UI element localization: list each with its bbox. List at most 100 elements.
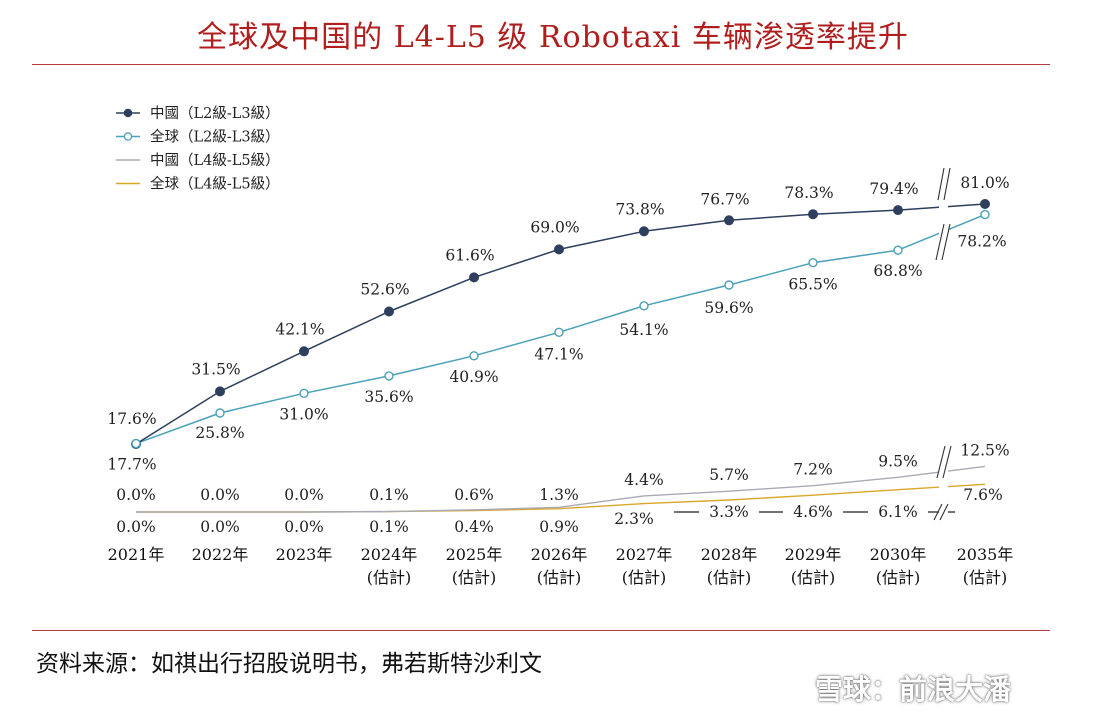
- chart-title: 全球及中国的 L4-L5 级 Robotaxi 车辆渗透率提升: [197, 20, 909, 55]
- x-tick-sublabel-8: (估計): [791, 568, 836, 587]
- source-divider: [32, 630, 1050, 631]
- data-label-s1-1: 25.8%: [195, 424, 244, 442]
- data-label-s2-8: 7.2%: [793, 461, 832, 479]
- axis-break-marks: [933, 167, 952, 521]
- marker-s0-3: [384, 306, 395, 317]
- x-tick-sublabel-7: (估計): [707, 568, 752, 587]
- data-label-s0-10: 81.0%: [960, 174, 1009, 192]
- data-label-s3-4: 0.4%: [454, 518, 493, 536]
- data-label-s1-3: 35.6%: [364, 388, 413, 406]
- legend-label-1: 全球（L2級-L3級）: [150, 128, 280, 146]
- data-label-s1-2: 31.0%: [279, 405, 328, 423]
- break-gap-bottom: [939, 456, 948, 518]
- marker-s0-7: [724, 215, 735, 226]
- source-note: 资料来源：如祺出行招股说明书，弗若斯特沙利文: [36, 651, 542, 677]
- legend-label-2: 中國（L4級-L5級）: [150, 152, 280, 169]
- break-slash: [937, 167, 945, 201]
- marker-s0-2: [299, 346, 310, 357]
- x-tick-label-4: 2025年: [446, 545, 503, 564]
- x-tick-label-6: 2027年: [616, 545, 673, 564]
- x-tick-label-3: 2024年: [361, 545, 418, 564]
- series-line-2: [136, 465, 986, 513]
- x-axis-tick-labels: 2021年 2022年 2023年 2024年 (估計) 2025年 (估計) 2026年 (估…: [108, 545, 1014, 587]
- data-label-s2-5: 1.3%: [539, 486, 578, 504]
- x-tick-label-7: 2028年: [701, 545, 758, 564]
- break-gap-top: [939, 176, 948, 246]
- data-label-s0-7: 76.7%: [700, 190, 749, 208]
- break-slash: [935, 223, 945, 261]
- x-tick-sublabel-4: (估計): [452, 568, 497, 587]
- marker-s1-3: [384, 371, 394, 381]
- data-label-s0-8: 78.3%: [784, 184, 833, 202]
- marker-s0-8: [808, 209, 819, 220]
- data-label-s2-10: 12.5%: [960, 441, 1009, 459]
- legend-label-3: 全球（L4級-L5級）: [150, 175, 280, 193]
- data-label-s1-10: 78.2%: [957, 233, 1006, 251]
- marker-s0-10: [980, 198, 991, 209]
- x-tick-label-0: 2021年: [108, 545, 165, 564]
- data-label-s3-9: 6.1%: [878, 503, 917, 521]
- x-tick-sublabel-3: (估計): [367, 568, 412, 587]
- break-slash: [933, 503, 943, 521]
- data-label-s2-7: 5.7%: [709, 466, 748, 484]
- data-label-s2-4: 0.6%: [454, 486, 493, 504]
- legend-label-0: 中國（L2級-L3級）: [150, 105, 280, 122]
- data-label-s1-5: 47.1%: [534, 345, 583, 363]
- marker-s1-8: [808, 258, 818, 268]
- marker-s1-1: [215, 408, 225, 418]
- data-label-s2-2: 0.0%: [284, 486, 323, 504]
- data-label-s1-6: 54.1%: [619, 321, 668, 339]
- data-label-s0-2: 42.1%: [275, 320, 324, 338]
- data-label-s0-3: 52.6%: [360, 281, 409, 299]
- x-tick-label-9: 2030年: [870, 545, 927, 564]
- x-tick-label-1: 2022年: [192, 545, 249, 564]
- x-tick-sublabel-6: (估計): [622, 568, 667, 587]
- data-label-s1-8: 65.5%: [788, 276, 837, 294]
- marker-s0-5: [554, 244, 565, 255]
- watermark: 雪球：前浪大潘: [815, 673, 1012, 706]
- x-tick-sublabel-9: (估計): [876, 568, 921, 587]
- legend-marker-1: [123, 132, 133, 141]
- x-tick-label-8: 2029年: [785, 545, 842, 564]
- marker-s0-6: [639, 226, 650, 237]
- series-markers: [130, 198, 991, 450]
- data-label-s3-10: 7.6%: [963, 486, 1002, 504]
- x-tick-label-5: 2026年: [531, 545, 588, 564]
- x-tick-label-2: 2023年: [276, 545, 333, 564]
- data-label-s0-9: 79.4%: [869, 180, 918, 198]
- marker-s1-0: [131, 438, 141, 449]
- break-slash: [942, 445, 952, 479]
- break-slash: [943, 167, 951, 201]
- data-label-s3-8: 4.6%: [793, 503, 832, 521]
- data-label-s3-1: 0.0%: [200, 518, 239, 536]
- data-label-s1-7: 59.6%: [704, 299, 753, 317]
- data-label-s3-6: 2.3%: [614, 510, 653, 528]
- data-label-s0-6: 73.8%: [615, 200, 664, 218]
- title-divider: [32, 64, 1050, 65]
- marker-s1-9: [893, 245, 903, 255]
- data-label-s0-4: 61.6%: [445, 246, 494, 264]
- x-tick-label-10: 2035年: [957, 545, 1014, 564]
- data-label-s2-6: 4.4%: [624, 471, 663, 489]
- break-slash: [939, 503, 949, 521]
- data-label-s2-1: 0.0%: [200, 486, 239, 504]
- line-chart: 中國（L2級-L3級） 全球（L2級-L3級） 中國（L4級-L5級） 全球（L4級-…: [107, 105, 1014, 587]
- legend-marker-0: [123, 108, 133, 118]
- data-label-s0-5: 69.0%: [530, 218, 579, 236]
- data-label-s0-1: 31.5%: [191, 360, 240, 378]
- data-label-s2-3: 0.1%: [369, 486, 408, 504]
- data-label-s1-9: 68.8%: [873, 262, 922, 280]
- data-labels: 17.6% 31.5% 42.1% 52.6% 61.6% 69.0% 73.8% 76.7%…: [107, 174, 1009, 536]
- data-label-s3-0: 0.0%: [116, 518, 155, 536]
- marker-s1-5: [554, 327, 564, 337]
- x-tick-sublabel-10: (估計): [963, 568, 1008, 587]
- data-label-s1-4: 40.9%: [449, 368, 498, 386]
- break-slash: [941, 223, 951, 261]
- data-label-s3-3: 0.1%: [369, 518, 408, 536]
- marker-s0-1: [214, 386, 225, 397]
- data-label-s2-9: 9.5%: [878, 452, 917, 470]
- data-label-s1-0: 17.7%: [107, 456, 156, 474]
- marker-s0-4: [469, 272, 480, 283]
- marker-s1-10: [980, 209, 990, 220]
- marker-s1-6: [639, 301, 649, 311]
